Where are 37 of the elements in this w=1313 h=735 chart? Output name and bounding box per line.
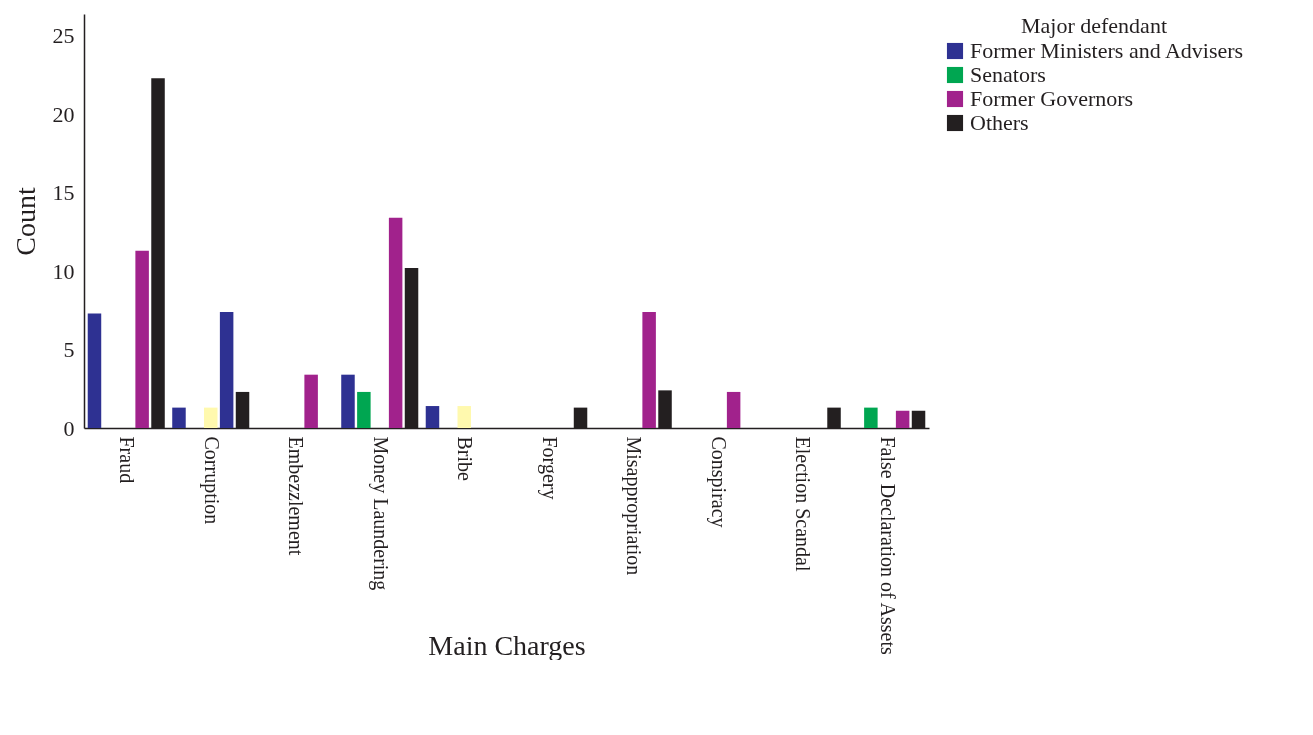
y-axis-title: Count [9,187,41,256]
y-tick-label: 15 [52,180,75,206]
legend-label: Senators [970,62,1046,87]
bar [304,374,318,428]
y-tick-label: 20 [52,101,75,127]
bar [895,410,910,428]
x-tick-label: Fraud [116,436,139,484]
x-tick-label: Corruption [199,436,223,525]
legend-label: Others [970,110,1029,135]
bar [726,391,741,428]
x-tick-label: Money Laundering [368,436,392,591]
y-tick-label: 10 [52,258,75,284]
x-tick-label: Forgery [537,436,561,500]
legend-title: Major defendant [1021,13,1167,38]
bar [87,313,102,428]
bar [341,374,355,428]
bar [357,391,371,428]
bar [425,406,440,428]
y-tick-label: 0 [63,415,75,441]
legend-label: Former Governors [970,86,1134,111]
bar [864,407,878,428]
x-tick-label: Election Scandal [792,436,815,572]
legend-label: Former Ministers and Advisers [970,38,1244,63]
x-tick-label: False Declaration of Assets [876,436,899,655]
bar [204,407,218,428]
bar [135,250,149,428]
x-tick-label: Misappropriation [622,436,646,576]
y-tick-label: 25 [52,23,75,49]
x-tick-label: Bribe [454,436,477,482]
bar [388,217,403,428]
y-tick-label: 5 [63,337,75,363]
x-tick-label: Embezzlement [285,436,308,556]
x-axis-title: Main Charges [428,629,586,661]
bar [457,406,471,428]
x-tick-label: Conspiracy [706,436,730,528]
bar [642,311,656,428]
bar [172,407,186,428]
